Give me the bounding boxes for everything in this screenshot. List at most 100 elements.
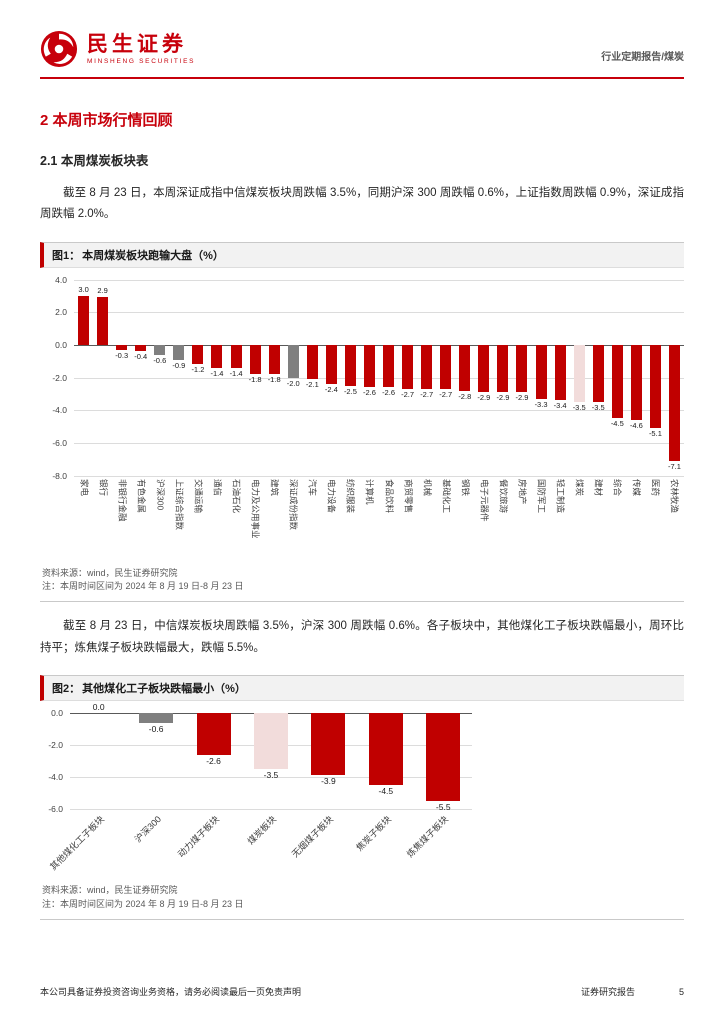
gridline: [70, 808, 472, 810]
bar-value-label: -7.1: [668, 461, 681, 471]
x-axis-category: 商贸零售: [398, 476, 417, 556]
figure-1-title-bar: 图1： 本周煤炭板块跑输大盘（%）: [40, 241, 684, 268]
x-axis-category: 国防军工: [532, 476, 551, 556]
bar-value-label: -4.5: [610, 419, 624, 429]
bar-column: -0.9: [169, 280, 188, 476]
bar-column: -2.5: [341, 280, 360, 476]
y-axis-tick-label: -8.0: [52, 470, 67, 481]
x-axis-category: 建筑: [265, 476, 284, 556]
figure-2-notes: 资料来源：wind，民生证券研究院 注：本周时间区间为 2024 年 8 月 1…: [40, 879, 684, 920]
bar-column: -2.4: [322, 280, 341, 476]
bar-value-label: -0.3: [115, 350, 129, 360]
bar-value-label: -2.9: [515, 393, 529, 403]
bar-column: -2.7: [417, 280, 436, 476]
x-axis-category: 炼焦煤子板块: [405, 809, 472, 873]
x-axis-category: 沪深300: [150, 476, 169, 556]
x-axis-category: 非银行金融: [112, 476, 131, 556]
brand-subtitle: MINSHENG SECURITIES: [87, 57, 196, 65]
bar-value-label: -1.4: [229, 368, 243, 378]
bar-column: -7.1: [665, 280, 684, 476]
figure-1-note: 注：本周时间区间为 2024 年 8 月 19 日-8 月 23 日: [42, 581, 244, 592]
bar-value-label: -2.7: [439, 389, 453, 399]
bar-column: -2.0: [284, 280, 303, 476]
x-axis-label: 非银行金融: [117, 478, 128, 522]
x-axis-label: 交通运输: [193, 478, 204, 513]
bar-value-label: -2.9: [477, 393, 491, 403]
bar: [306, 344, 318, 380]
figure-1-source: 资料来源：wind，民生证券研究院: [42, 567, 178, 578]
page-content: 2 本周市场行情回顾 2.1 本周煤炭板块表 截至 8 月 23 日，本周深证成…: [0, 109, 724, 920]
section-heading: 2 本周市场行情回顾: [40, 112, 173, 129]
bar: [426, 712, 461, 801]
x-axis-label: 医药: [650, 478, 661, 496]
bar: [363, 344, 375, 388]
x-axis-category: 焦炭子板块: [354, 809, 414, 873]
bar: [97, 297, 109, 345]
x-axis-category: 上证综合指数: [169, 476, 188, 556]
y-axis-tick-label: 4.0: [55, 274, 67, 285]
bar-column: -2.9: [474, 280, 493, 476]
figure-1-title: 本周煤炭板块跑输大盘（%）: [82, 249, 224, 262]
bar: [383, 344, 395, 388]
x-axis-category: 传媒: [627, 476, 646, 556]
figure-2-source: 资料来源：wind，民生证券研究院: [42, 884, 178, 895]
x-axis-category: 有色金属: [131, 476, 150, 556]
figure-2-label: 图2：: [52, 682, 81, 695]
x-axis-label: 轻工制造: [555, 478, 566, 513]
zero-axis-line: [74, 344, 684, 346]
bar-value-label: -5.5: [435, 801, 451, 812]
bar-column: -1.8: [265, 280, 284, 476]
bar-column: -5.5: [415, 712, 472, 812]
y-axis-tick-label: 0.0: [55, 339, 67, 350]
bar-column: -4.5: [357, 712, 414, 809]
x-axis-category: 其他煤化工子板块: [48, 809, 127, 873]
x-axis-label: 电力设备: [326, 478, 337, 513]
bar-value-label: -3.3: [534, 399, 548, 409]
figure-2: 图2： 其他煤化工子板块跌幅最小（%） 0.0 -2.0 -4.0 -6.0 0.0 -0…: [40, 674, 684, 920]
bar-value-label: -5.1: [648, 429, 662, 439]
bar: [311, 712, 346, 776]
bar-column: -0.4: [131, 280, 150, 476]
bar-column: -2.6: [379, 280, 398, 476]
x-axis-label: 建筑: [269, 478, 280, 496]
x-axis-label: 农林牧渔: [669, 478, 680, 513]
bar-value-label: -2.4: [324, 385, 338, 395]
x-axis-category: 汽车: [303, 476, 322, 556]
bar-value-label: -2.9: [496, 393, 510, 403]
x-axis-label: 有色金属: [136, 478, 147, 513]
bar-value-label: -2.0: [286, 378, 300, 388]
x-axis-category: 无烟煤子板块: [290, 809, 357, 873]
bar-column: -5.1: [646, 280, 665, 476]
bar: [344, 344, 356, 386]
x-axis-category: 医药: [646, 476, 665, 556]
bar: [554, 344, 566, 401]
bar-column: -2.8: [455, 280, 474, 476]
bar: [668, 344, 680, 461]
bar-value-label: 2.9: [97, 286, 108, 296]
bar-column: 0.0: [70, 702, 127, 809]
x-axis-label: 建材: [593, 478, 604, 496]
x-axis-label: 房地产: [517, 478, 528, 505]
x-axis-label: 上证综合指数: [174, 478, 185, 530]
y-axis-tick-label: 0.0: [51, 707, 63, 718]
x-axis-label: 餐饮旅游: [498, 478, 509, 513]
bar-value-label: -3.5: [263, 769, 279, 780]
bar-value-label: -0.6: [148, 723, 164, 734]
bar-column: -1.2: [188, 280, 207, 476]
x-axis-label: 其他煤化工子板块: [47, 813, 106, 872]
bar-value-label: -1.4: [210, 368, 224, 378]
x-axis-category: 餐饮旅游: [493, 476, 512, 556]
coal-subsector-bar-chart: 0.0 -2.0 -4.0 -6.0 0.0 -0.6 -2.6 -3.5 -3.9 -4.5 -5…: [40, 701, 472, 879]
x-axis-category: 纺织服装: [341, 476, 360, 556]
bar-column: -0.3: [112, 280, 131, 476]
bar: [192, 344, 204, 365]
bar: [287, 344, 299, 378]
footer-disclaimer: 本公司具备证券投资咨询业务资格，请务必阅读最后一页免责声明: [40, 987, 302, 997]
x-axis-label: 食品饮料: [384, 478, 395, 513]
x-axis-category: 电力设备: [322, 476, 341, 556]
brand: 民生证券 MINSHENG SECURITIES: [40, 30, 195, 68]
bar-value-label: -2.5: [343, 386, 357, 396]
x-axis-label: 电力及公用事业: [250, 478, 261, 539]
x-axis-category: 动力煤子板块: [175, 809, 242, 873]
bar: [211, 344, 223, 368]
